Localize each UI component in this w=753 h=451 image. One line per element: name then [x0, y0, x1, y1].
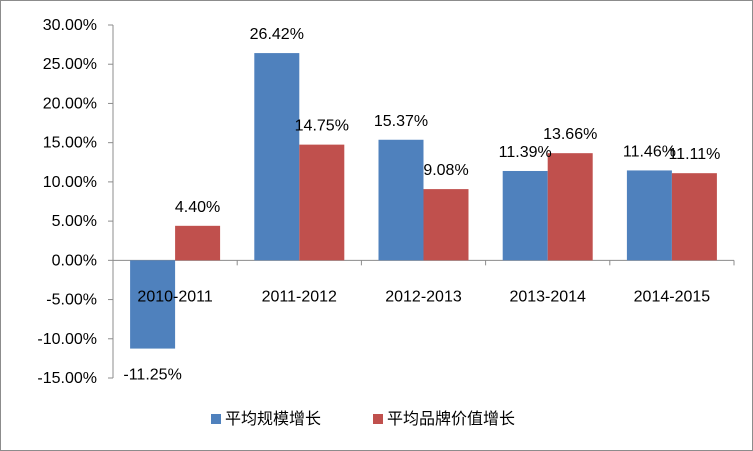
bar-scale-growth	[502, 170, 548, 261]
y-tick-label: -5.00%	[46, 292, 97, 309]
x-category-label: 2014-2015	[634, 288, 711, 305]
bar-scale-growth	[378, 139, 424, 261]
y-tick-label: -15.00%	[37, 370, 97, 387]
legend-swatch	[373, 414, 383, 424]
y-tick-label: 25.00%	[43, 56, 97, 73]
y-tick-label: 30.00%	[43, 17, 97, 34]
bar-scale-growth	[254, 53, 300, 261]
data-label: 11.11%	[668, 146, 720, 163]
legend-label: 平均规模增长	[225, 410, 321, 428]
legend: 平均规模增长 平均品牌价值增长	[211, 410, 515, 428]
data-label: 15.37%	[374, 113, 428, 130]
y-tick-label: 15.00%	[43, 135, 97, 152]
bar-scale-growth	[626, 170, 672, 261]
bar-scale-growth	[130, 260, 176, 349]
data-label: 4.40%	[175, 199, 220, 216]
y-tick-label: 20.00%	[43, 95, 97, 112]
bar-brand-value-growth	[423, 189, 469, 261]
data-label: 9.08%	[423, 162, 468, 179]
x-category-label: 2010-2011	[137, 288, 212, 305]
x-category-label: 2012-2013	[385, 288, 462, 305]
data-label: 13.66%	[543, 126, 597, 143]
y-tick-label: 10.00%	[43, 174, 97, 191]
data-label: -11.25%	[123, 367, 181, 384]
y-tick-label: 0.00%	[52, 252, 97, 269]
bar-brand-value-growth	[671, 173, 717, 261]
x-category-label: 2011-2012	[262, 288, 337, 305]
data-label: 14.75%	[295, 118, 349, 135]
bar-brand-value-growth	[175, 225, 221, 261]
bars	[130, 53, 717, 349]
data-label: 11.46%	[623, 143, 676, 160]
x-category-label: 2013-2014	[509, 288, 586, 305]
legend-swatch	[211, 414, 221, 424]
bar-brand-value-growth	[547, 153, 593, 261]
y-tick-label: 5.00%	[52, 213, 97, 230]
axes: 30.00% 25.00% 20.00% 15.00% 10.00% 5.00% 0.00%…	[37, 17, 735, 387]
bar-brand-value-growth	[299, 144, 345, 261]
y-tick-label: -10.00%	[37, 331, 97, 348]
data-label: 11.39%	[499, 144, 552, 161]
legend-label: 平均品牌价值增长	[387, 410, 515, 428]
data-label: 26.42%	[250, 26, 304, 43]
data-labels: 2010-2011 2011-2012 2012-2013 2013-2014 2014…	[123, 26, 720, 384]
